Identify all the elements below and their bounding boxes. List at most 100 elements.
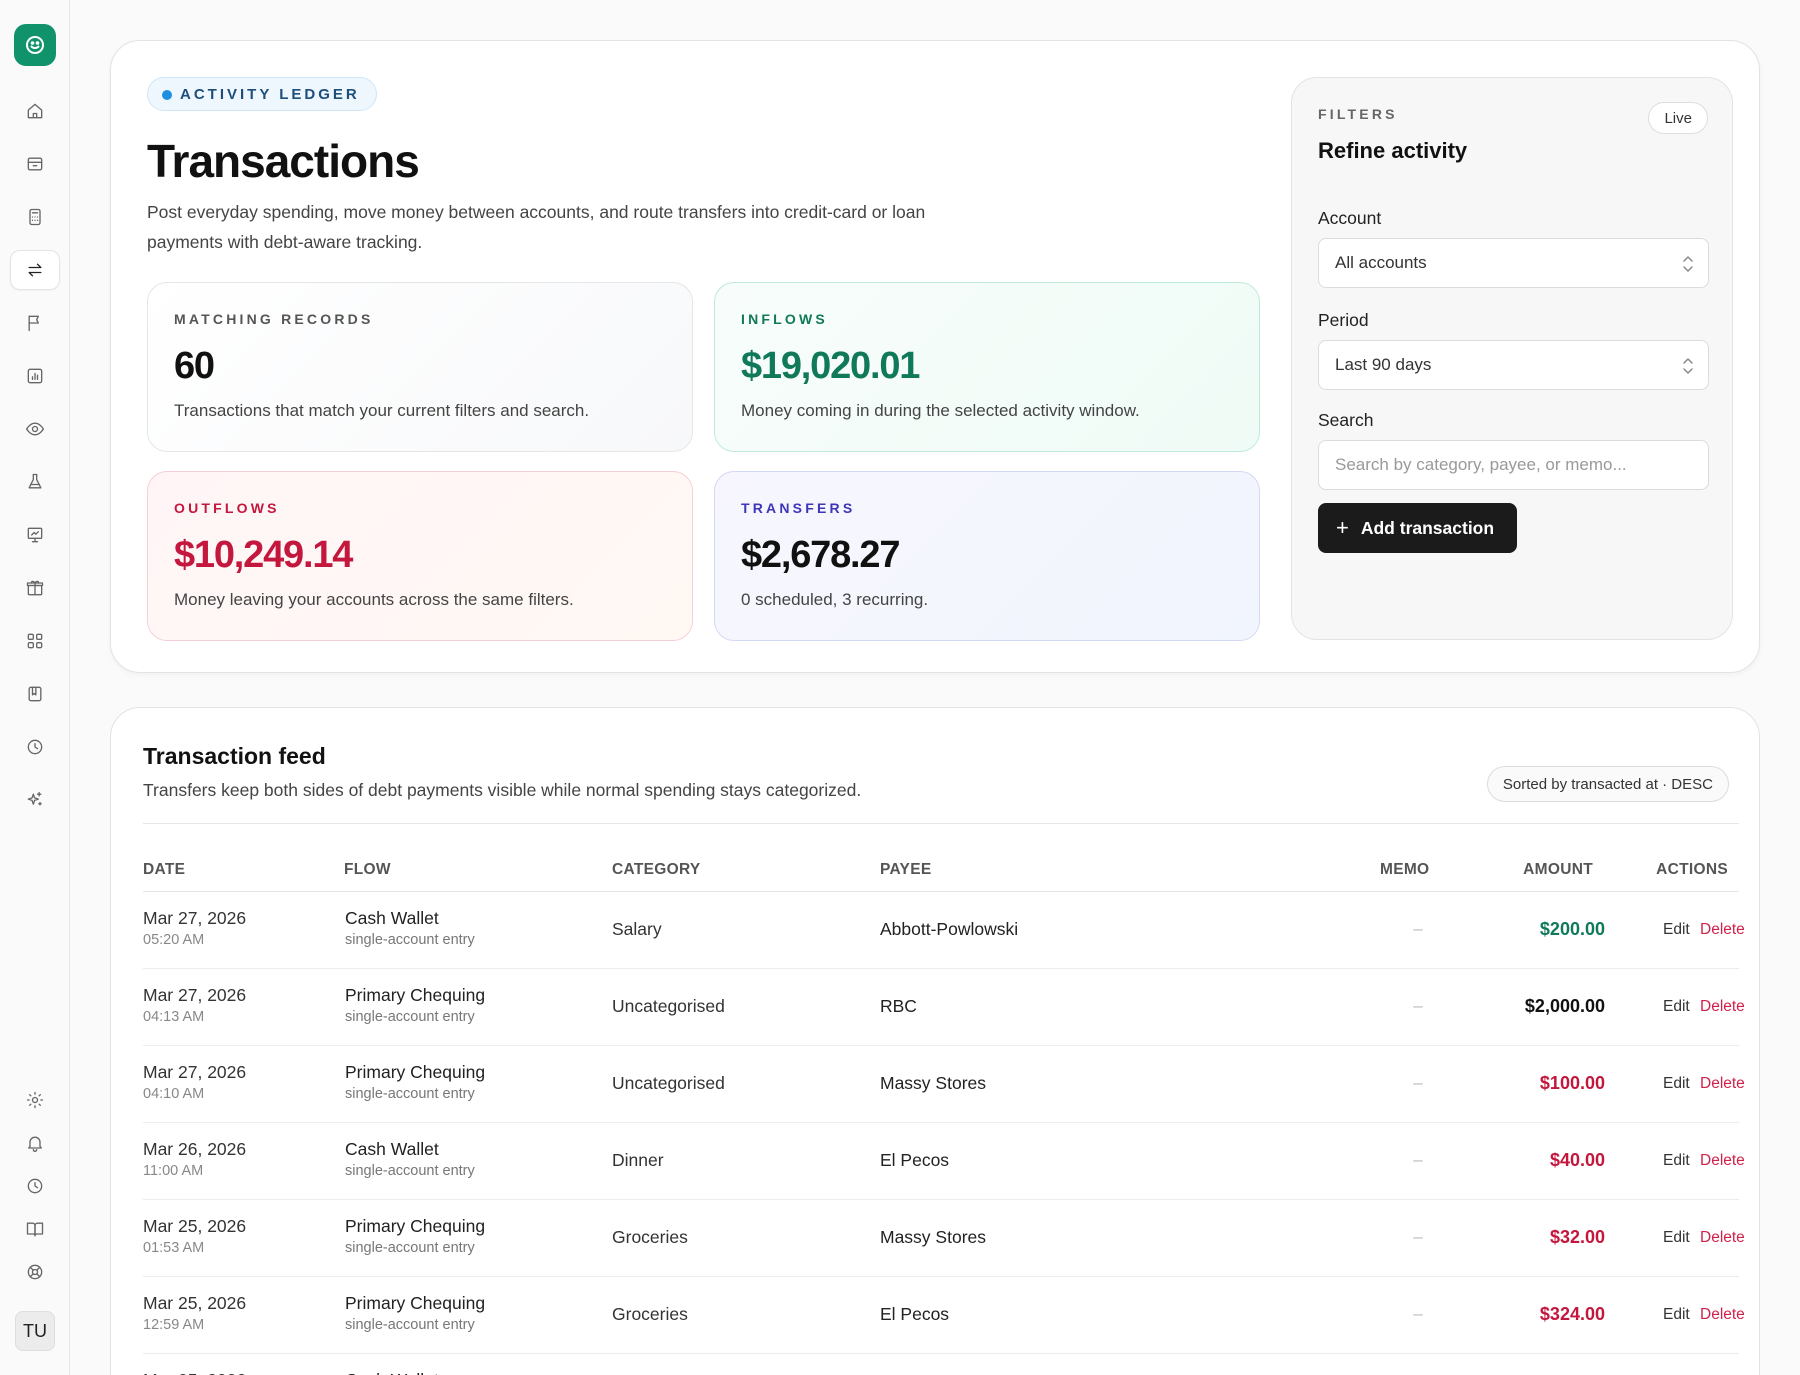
edit-button[interactable]: Edit xyxy=(1663,1075,1690,1092)
delete-button[interactable]: Delete xyxy=(1700,998,1745,1015)
sidebar-item-investments[interactable] xyxy=(10,515,60,555)
inflows-card: INFLOWS $19,020.01 Money coming in durin… xyxy=(714,282,1260,452)
row-category: Groceries xyxy=(612,1304,688,1324)
row-time: 04:13 AM xyxy=(143,1009,205,1025)
transfers-card: TRANSFERS $2,678.27 0 scheduled, 3 recur… xyxy=(714,471,1260,641)
sidebar-item-apps[interactable] xyxy=(10,621,60,661)
row-payee: RBC xyxy=(880,996,917,1016)
row-amount: $32.00 xyxy=(1549,1227,1605,1247)
account-label: Account xyxy=(1318,208,1382,228)
row-memo: – xyxy=(1413,1227,1423,1246)
row-date: Mar 27, 2026 xyxy=(143,985,247,1005)
transaction-feed-panel: Transaction feed Transfers keep both sid… xyxy=(110,707,1760,1375)
column-header-category[interactable]: CATEGORY xyxy=(612,861,701,878)
row-memo: – xyxy=(1413,1304,1423,1323)
sidebar-item-home[interactable] xyxy=(10,91,60,131)
delete-button[interactable]: Delete xyxy=(1700,1152,1745,1169)
column-header-payee[interactable]: PAYEE xyxy=(880,861,932,878)
avatar[interactable]: TU xyxy=(15,1311,55,1351)
sidebar-item-transactions[interactable] xyxy=(10,250,60,290)
stat-label: MATCHING RECORDS xyxy=(174,311,374,327)
row-category: Salary xyxy=(612,919,662,939)
gift-icon xyxy=(26,580,44,596)
delete-button[interactable]: Delete xyxy=(1700,921,1745,938)
sidebar-item-budget[interactable] xyxy=(10,197,60,237)
search-input[interactable] xyxy=(1318,440,1709,490)
column-header-flow[interactable]: FLOW xyxy=(344,861,391,878)
delete-button[interactable]: Delete xyxy=(1700,1229,1745,1246)
feed-subtitle: Transfers keep both sides of debt paymen… xyxy=(143,780,862,800)
row-flow-type: single-account entry xyxy=(345,1317,475,1333)
delete-button[interactable]: Delete xyxy=(1700,1306,1745,1323)
row-flow-type: single-account entry xyxy=(345,1086,475,1102)
calculator-icon xyxy=(29,208,41,226)
edit-button[interactable]: Edit xyxy=(1663,1306,1690,1323)
row-amount: $40.00 xyxy=(1549,1150,1605,1170)
row-flow-type: single-account entry xyxy=(345,1009,475,1025)
row-category: Uncategorised xyxy=(612,1073,725,1093)
table-row[interactable]: Mar 25, 2026 Cash Wallet xyxy=(143,1354,1739,1375)
row-amount: $100.00 xyxy=(1539,1073,1605,1093)
sidebar-item-rewards[interactable] xyxy=(10,568,60,608)
table-row[interactable]: Mar 25, 2026 12:59 AM Primary Chequing sing… xyxy=(143,1277,1745,1354)
period-select[interactable]: Last 90 days xyxy=(1318,340,1709,390)
row-time: 11:00 AM xyxy=(143,1163,204,1179)
filters-panel: FILTERS Refine activity Live Account All… xyxy=(1291,77,1733,640)
header-divider xyxy=(143,891,1739,892)
column-header-date[interactable]: DATE xyxy=(143,861,186,878)
clock-icon xyxy=(27,739,43,755)
filters-title: Refine activity xyxy=(1318,138,1468,163)
brand-icon xyxy=(26,36,44,54)
period-select-value: Last 90 days xyxy=(1335,355,1432,374)
stat-description: Money coming in during the selected acti… xyxy=(741,401,1140,420)
chevron-updown-icon xyxy=(1683,256,1693,272)
table-row[interactable]: Mar 25, 2026 01:53 AM Primary Chequing sing… xyxy=(143,1200,1745,1277)
sidebar-item-reports[interactable] xyxy=(10,356,60,396)
archive-icon xyxy=(27,157,43,171)
sidebar-item-help[interactable] xyxy=(10,1252,60,1292)
column-header-amount[interactable]: AMOUNT xyxy=(1523,861,1593,878)
row-flow-account: Cash Wallet xyxy=(345,908,439,928)
table-row[interactable]: Mar 27, 2026 05:20 AM Cash Wallet single-ac… xyxy=(143,892,1745,969)
row-flow-type: single-account entry xyxy=(345,932,475,948)
row-memo: – xyxy=(1413,996,1423,1015)
edit-button[interactable]: Edit xyxy=(1663,1229,1690,1246)
sidebar-item-accounts[interactable] xyxy=(10,144,60,184)
app-logo[interactable] xyxy=(14,24,56,66)
flag-icon xyxy=(28,315,39,332)
row-amount: $2,000.00 xyxy=(1524,996,1605,1016)
edit-button[interactable]: Edit xyxy=(1663,921,1690,938)
sidebar-item-watch[interactable] xyxy=(10,409,60,449)
sidebar-item-history[interactable] xyxy=(10,727,60,767)
search-label: Search xyxy=(1318,410,1374,430)
sidebar-item-notifications[interactable] xyxy=(10,1123,60,1163)
feed-title: Transaction feed xyxy=(143,743,326,769)
page-title: Transactions xyxy=(147,135,420,187)
row-flow-account: Primary Chequing xyxy=(345,985,486,1005)
sidebar-item-goals[interactable] xyxy=(10,303,60,343)
table-row[interactable]: Mar 27, 2026 04:13 AM Primary Chequing sing… xyxy=(143,969,1745,1046)
table-row[interactable]: Mar 27, 2026 04:10 AM Primary Chequing sing… xyxy=(143,1046,1745,1123)
sort-indicator[interactable]: Sorted by transacted at · DESC xyxy=(1486,766,1729,802)
edit-button[interactable]: Edit xyxy=(1663,998,1690,1015)
stat-description: Money leaving your accounts across the s… xyxy=(174,590,574,609)
account-select[interactable]: All accounts xyxy=(1318,238,1709,288)
row-time: 12:59 AM xyxy=(143,1317,205,1333)
sidebar-item-labs[interactable] xyxy=(10,462,60,502)
edit-button[interactable]: Edit xyxy=(1663,1152,1690,1169)
sidebar-item-ai[interactable] xyxy=(10,780,60,820)
row-date: Mar 27, 2026 xyxy=(143,908,247,928)
add-transaction-button[interactable]: + Add transaction xyxy=(1318,503,1517,553)
row-payee: Massy Stores xyxy=(880,1227,986,1247)
sidebar-item-activity[interactable] xyxy=(10,1166,60,1206)
row-payee: Massy Stores xyxy=(880,1073,986,1093)
row-payee: El Pecos xyxy=(880,1150,950,1170)
sidebar-item-settings[interactable] xyxy=(10,1080,60,1120)
book-icon xyxy=(28,686,42,702)
sidebar-item-docs[interactable] xyxy=(10,1209,60,1249)
stat-value: $10,249.14 xyxy=(174,534,353,576)
sidebar-item-notebook[interactable] xyxy=(10,674,60,714)
delete-button[interactable]: Delete xyxy=(1700,1075,1745,1092)
table-row[interactable]: Mar 26, 2026 11:00 AM Cash Wallet single-ac… xyxy=(143,1123,1745,1200)
column-header-memo[interactable]: MEMO xyxy=(1380,861,1430,878)
